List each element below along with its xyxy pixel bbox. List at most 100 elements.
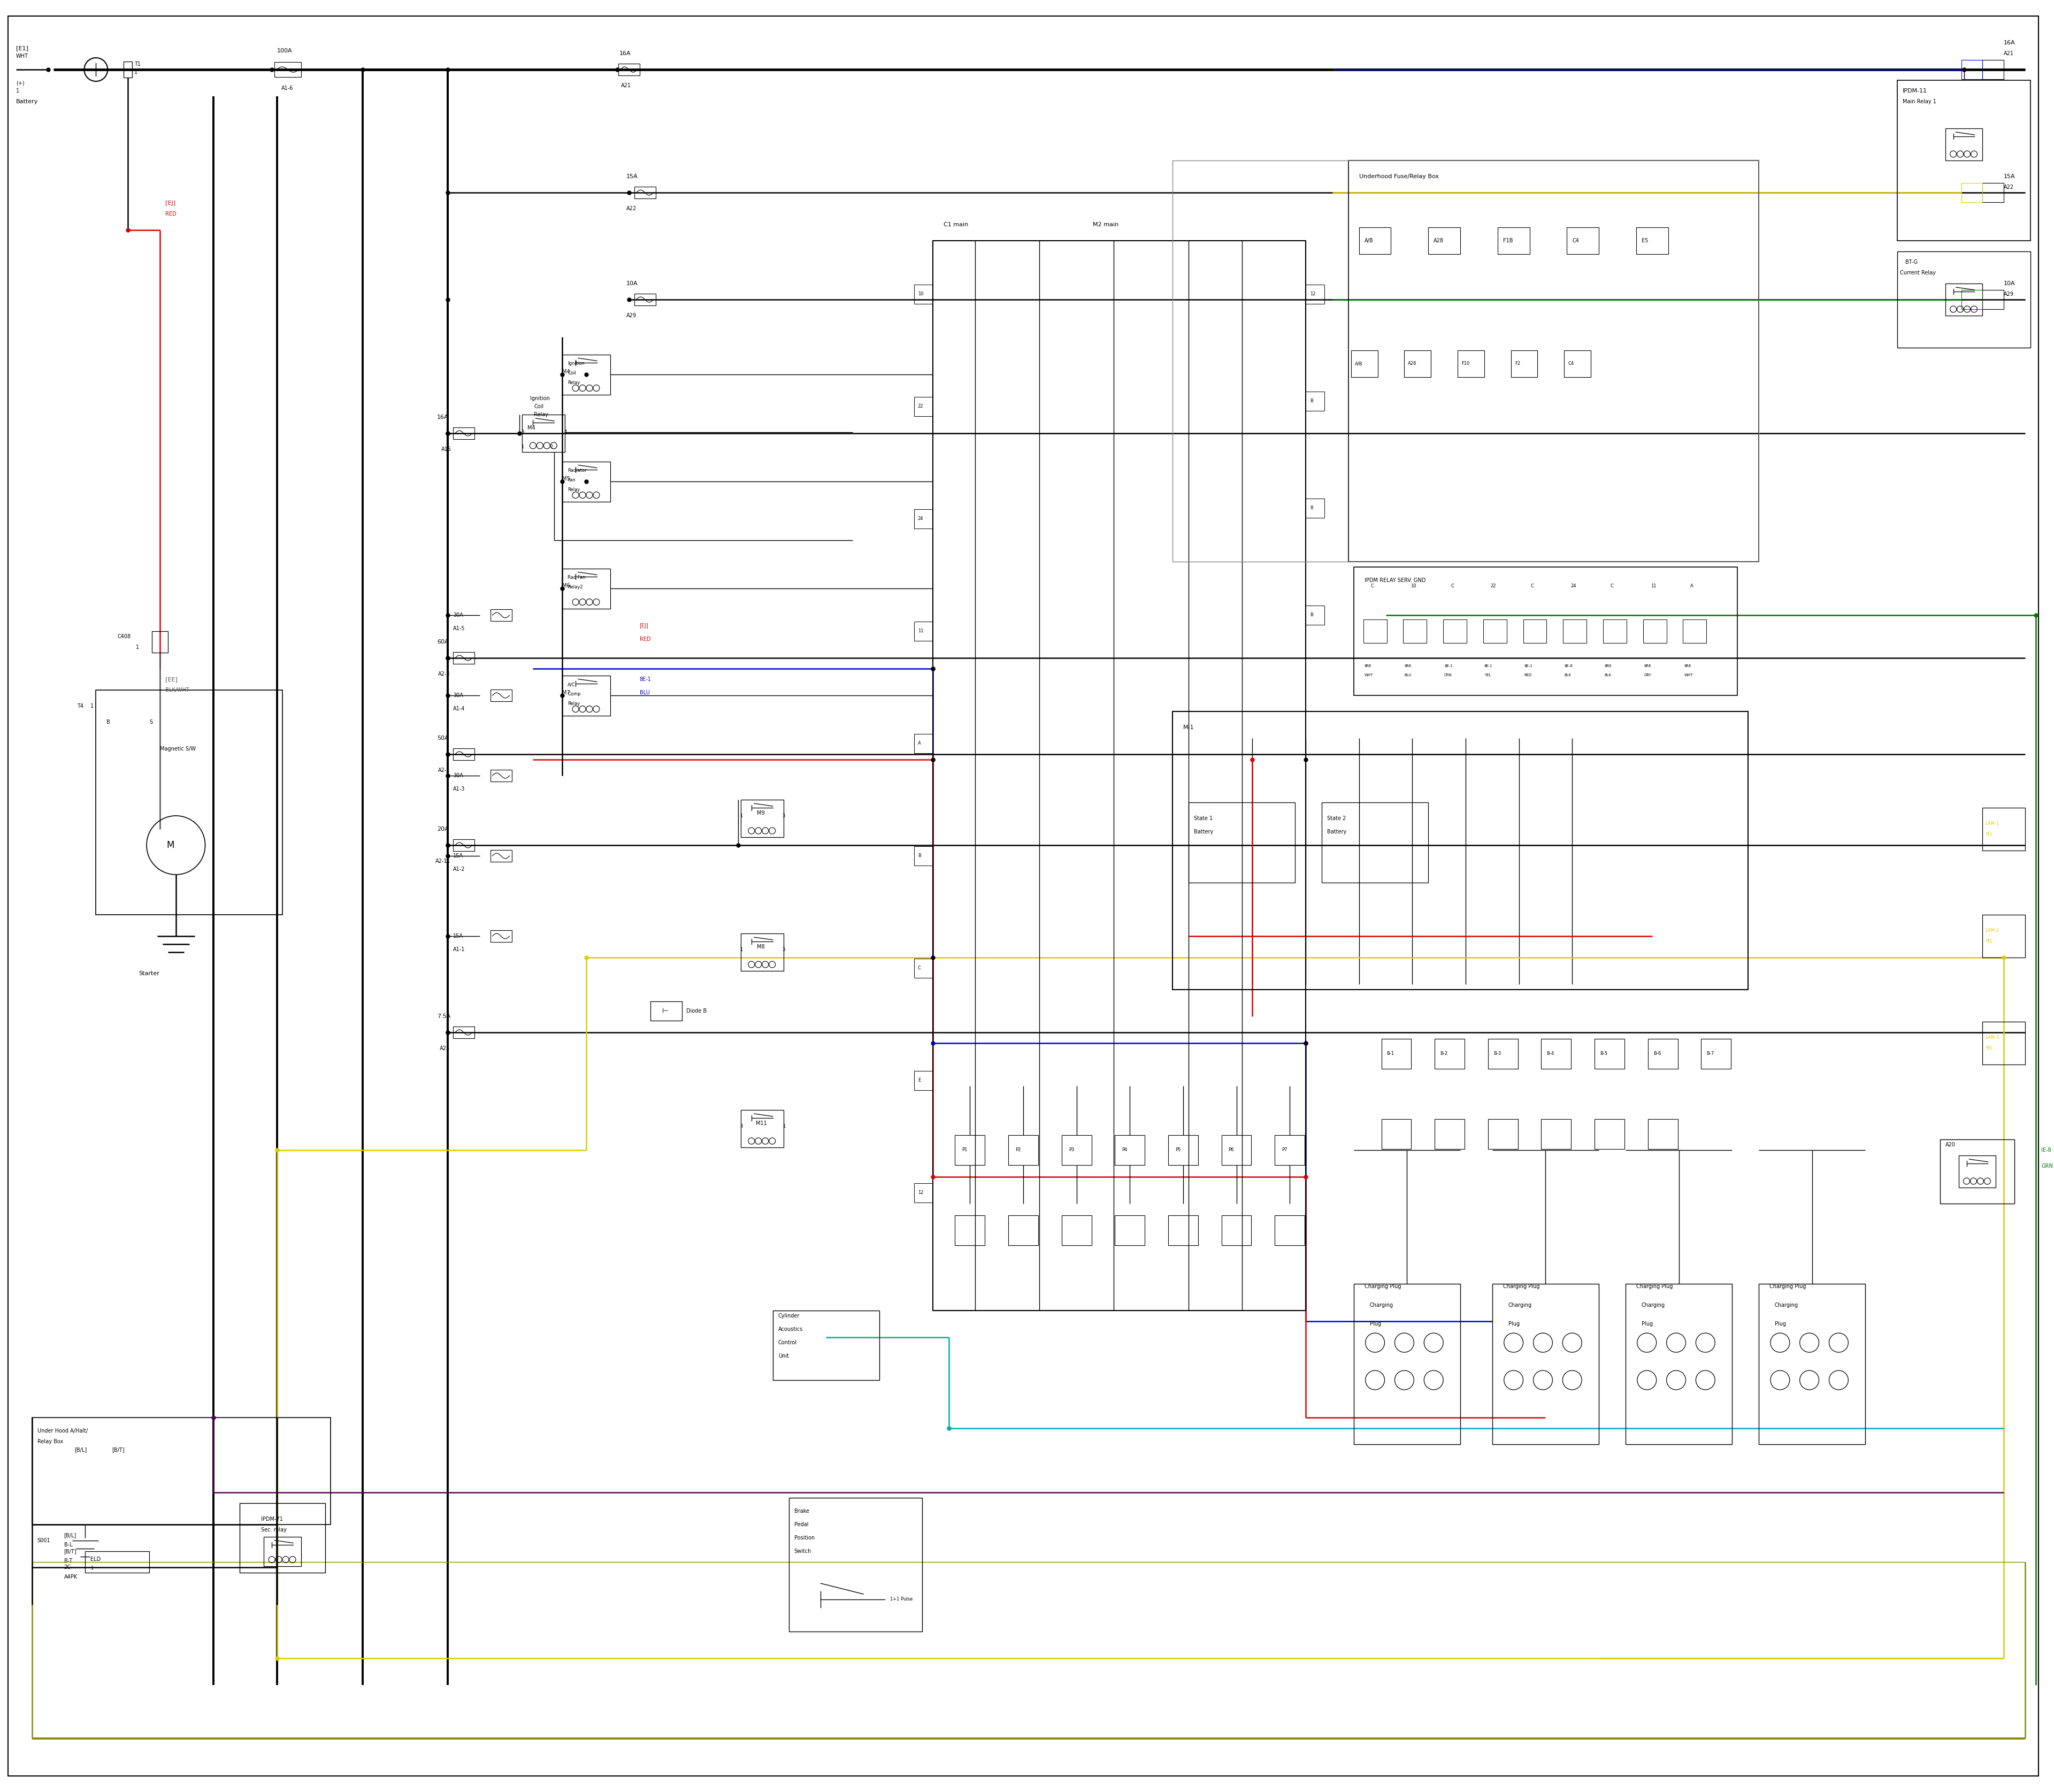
Text: Brake: Brake: [795, 1509, 809, 1514]
Text: 3: 3: [783, 814, 785, 819]
Bar: [1960, 1156, 1996, 1188]
Text: S001: S001: [37, 1538, 51, 1543]
Text: 100A: 100A: [277, 48, 292, 54]
Text: ELD: ELD: [90, 1557, 101, 1563]
Bar: [1360, 228, 1391, 254]
Text: M8: M8: [756, 944, 764, 950]
Bar: [454, 839, 474, 851]
Text: Charging: Charging: [1508, 1303, 1532, 1308]
Text: 8E-1: 8E-1: [639, 677, 651, 683]
Text: [B/T]: [B/T]: [111, 1446, 125, 1452]
Bar: [1563, 620, 1586, 643]
Bar: [491, 771, 511, 781]
Bar: [1682, 620, 1707, 643]
Text: 22: 22: [1491, 584, 1495, 588]
Text: 3: 3: [522, 430, 524, 435]
Text: 3: 3: [783, 948, 785, 952]
Bar: [914, 622, 933, 642]
Text: T4: T4: [78, 704, 84, 710]
Text: C: C: [1530, 584, 1534, 588]
Text: YEL: YEL: [1986, 939, 1992, 944]
Text: Charging: Charging: [1641, 1303, 1666, 1308]
Text: 24: 24: [918, 516, 924, 521]
Bar: [772, 1310, 879, 1380]
Text: Ignition: Ignition: [567, 362, 585, 366]
Text: WHT: WHT: [1684, 674, 1692, 677]
Text: A22: A22: [626, 206, 637, 211]
Text: Coil: Coil: [567, 371, 575, 376]
Text: 60A: 60A: [438, 640, 448, 645]
Text: C4: C4: [1567, 362, 1573, 366]
Bar: [454, 1027, 474, 1038]
Bar: [1512, 351, 1538, 376]
Text: Charging: Charging: [1775, 1303, 1799, 1308]
Bar: [741, 1109, 783, 1147]
Text: Diode B: Diode B: [686, 1009, 707, 1014]
Bar: [1352, 351, 1378, 376]
Text: B: B: [1310, 400, 1313, 403]
Text: 15A: 15A: [2005, 174, 2015, 179]
Text: LAM-3: LAM-3: [1986, 1036, 1999, 1039]
Text: Plug: Plug: [1508, 1321, 1520, 1326]
Text: 1: 1: [90, 704, 94, 710]
Text: M11: M11: [756, 1120, 766, 1125]
Bar: [1347, 161, 1758, 561]
Bar: [33, 1417, 331, 1525]
Bar: [1306, 285, 1325, 305]
Text: 30A: 30A: [454, 772, 462, 778]
Text: E5: E5: [1641, 238, 1647, 244]
Text: 15A: 15A: [626, 174, 639, 179]
Bar: [741, 799, 783, 837]
Bar: [454, 652, 474, 663]
Bar: [86, 1552, 150, 1573]
Text: [B/L]: [B/L]: [64, 1532, 76, 1538]
Text: A2-11: A2-11: [435, 858, 450, 864]
Text: A29: A29: [626, 314, 637, 319]
Text: Underhood Fuse/Relay Box: Underhood Fuse/Relay Box: [1360, 174, 1438, 179]
Text: 8RE: 8RE: [1643, 665, 1651, 668]
Bar: [1487, 1118, 1518, 1149]
Text: Battery: Battery: [1193, 830, 1214, 835]
Text: A2-1: A2-1: [438, 767, 450, 772]
Text: A: A: [918, 742, 920, 745]
Text: Under Hood A/Halt/: Under Hood A/Halt/: [37, 1428, 88, 1434]
Text: Sec. relay: Sec. relay: [261, 1527, 288, 1532]
Bar: [618, 65, 639, 75]
Text: 10: 10: [1411, 584, 1417, 588]
Text: YEL: YEL: [1485, 674, 1491, 677]
Text: C4: C4: [1571, 238, 1580, 244]
Text: Relay Box: Relay Box: [37, 1439, 64, 1444]
Bar: [1364, 620, 1386, 643]
Text: M6: M6: [563, 582, 571, 588]
Text: 1: 1: [739, 814, 744, 819]
Bar: [491, 930, 511, 943]
Text: M5: M5: [563, 477, 571, 482]
Bar: [914, 846, 933, 866]
Bar: [1701, 1039, 1732, 1068]
Bar: [491, 609, 511, 622]
Text: 11: 11: [1651, 584, 1656, 588]
Bar: [1354, 566, 1738, 695]
Bar: [1062, 1215, 1091, 1245]
Text: 1: 1: [522, 444, 524, 450]
Text: IPDM-11: IPDM-11: [1902, 88, 1927, 93]
Text: Radiator: Radiator: [567, 468, 587, 473]
Bar: [1189, 803, 1296, 883]
Bar: [1009, 1134, 1037, 1165]
Text: 50A: 50A: [438, 735, 448, 740]
Text: S: S: [150, 719, 152, 724]
Bar: [491, 849, 511, 862]
Text: Relay: Relay: [567, 487, 579, 493]
Text: 8E-1: 8E-1: [1444, 665, 1452, 668]
Text: Current Relay: Current Relay: [1900, 271, 1935, 276]
Text: M: M: [166, 840, 175, 849]
Text: M4: M4: [563, 369, 571, 375]
Text: Charging Plug: Charging Plug: [1364, 1283, 1401, 1288]
Bar: [1637, 228, 1668, 254]
Text: B: B: [918, 853, 920, 858]
Bar: [491, 690, 511, 701]
Bar: [1009, 1215, 1037, 1245]
Text: 8E-1: 8E-1: [1485, 665, 1493, 668]
Bar: [914, 1072, 933, 1090]
Text: 10A: 10A: [2005, 281, 2015, 287]
